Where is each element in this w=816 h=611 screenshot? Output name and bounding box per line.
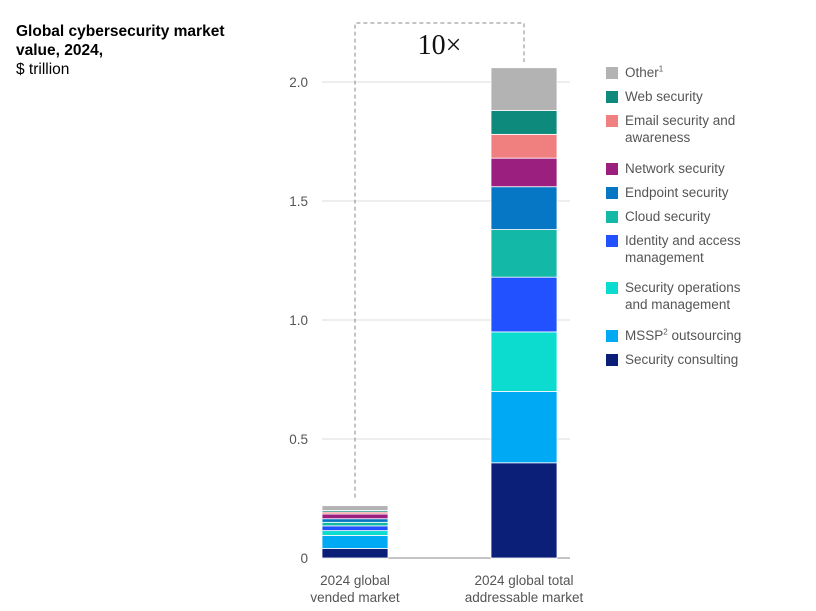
legend-swatch (606, 91, 618, 103)
legend-swatch (606, 187, 618, 199)
legend-label: Endpoint security (625, 185, 729, 200)
legend-item: Other1 (606, 64, 663, 81)
legend-item: Identity and access management (606, 232, 741, 266)
bar-segment (321, 534, 389, 549)
bar-segment (490, 229, 558, 278)
legend-item: MSSP2 outsourcing (606, 327, 741, 344)
y-tick-label: 0.5 (289, 432, 308, 447)
bar-segment (490, 331, 558, 392)
legend-item: Endpoint security (606, 184, 729, 201)
legend-label: Network security (625, 161, 725, 176)
bar-segment (321, 518, 389, 523)
y-tick-label: 0 (300, 551, 308, 566)
chart-title-block: Global cybersecurity market value, 2024,… (16, 22, 236, 79)
legend-label: Email security and awareness (625, 113, 736, 145)
chart-subtitle: $ trillion (16, 61, 70, 78)
y-tick-label: 1.0 (289, 313, 308, 328)
chart-title: Global cybersecurity market value, 2024, (16, 23, 225, 59)
x-category-label: 2024 global total (474, 573, 573, 588)
legend-item: Cloud security (606, 208, 711, 225)
legend-swatch (606, 67, 618, 79)
legend-label: Cloud security (625, 209, 711, 224)
legend-label: Security consulting (625, 352, 739, 367)
y-tick-label: 1.5 (289, 194, 308, 209)
bar-segment (490, 186, 558, 230)
bar-segment (490, 462, 558, 559)
legend-label: Web security (625, 89, 703, 104)
legend-swatch (606, 235, 618, 247)
bar-segment (490, 67, 558, 111)
legend-label: Other1 (625, 64, 664, 80)
x-category-label: vended market (310, 590, 400, 605)
legend-item: Network security (606, 160, 725, 177)
bar-segment (321, 513, 389, 520)
legend-swatch (606, 163, 618, 175)
legend-item: Email security and awareness (606, 112, 735, 146)
legend-swatch (606, 330, 618, 342)
legend-label: Identity and access management (625, 233, 741, 265)
bar-segment (321, 521, 389, 527)
legend-item: Web security (606, 88, 703, 105)
bar-segment (490, 133, 558, 159)
legend-label: MSSP2 outsourcing (625, 327, 742, 343)
legend-swatch (606, 115, 618, 127)
bar-segment (490, 110, 558, 135)
legend-item: Security consulting (606, 351, 738, 368)
bar-segment (490, 157, 558, 188)
legend-item: Security operations and management (606, 279, 741, 313)
x-category-label: addressable market (465, 590, 584, 605)
legend-label: Security operations and management (625, 280, 741, 312)
multiplier-annotation: 10× (418, 30, 462, 61)
bar-segment (321, 525, 389, 532)
bar-segment (321, 505, 389, 511)
legend-swatch (606, 282, 618, 294)
bar-segment (321, 530, 389, 536)
legend-swatch (606, 211, 618, 223)
legend-swatch (606, 354, 618, 366)
bar-segment (490, 276, 558, 333)
y-tick-label: 2.0 (289, 75, 308, 90)
bar-segment (490, 390, 558, 464)
bar-segment (321, 548, 389, 559)
x-category-label: 2024 global (320, 573, 390, 588)
